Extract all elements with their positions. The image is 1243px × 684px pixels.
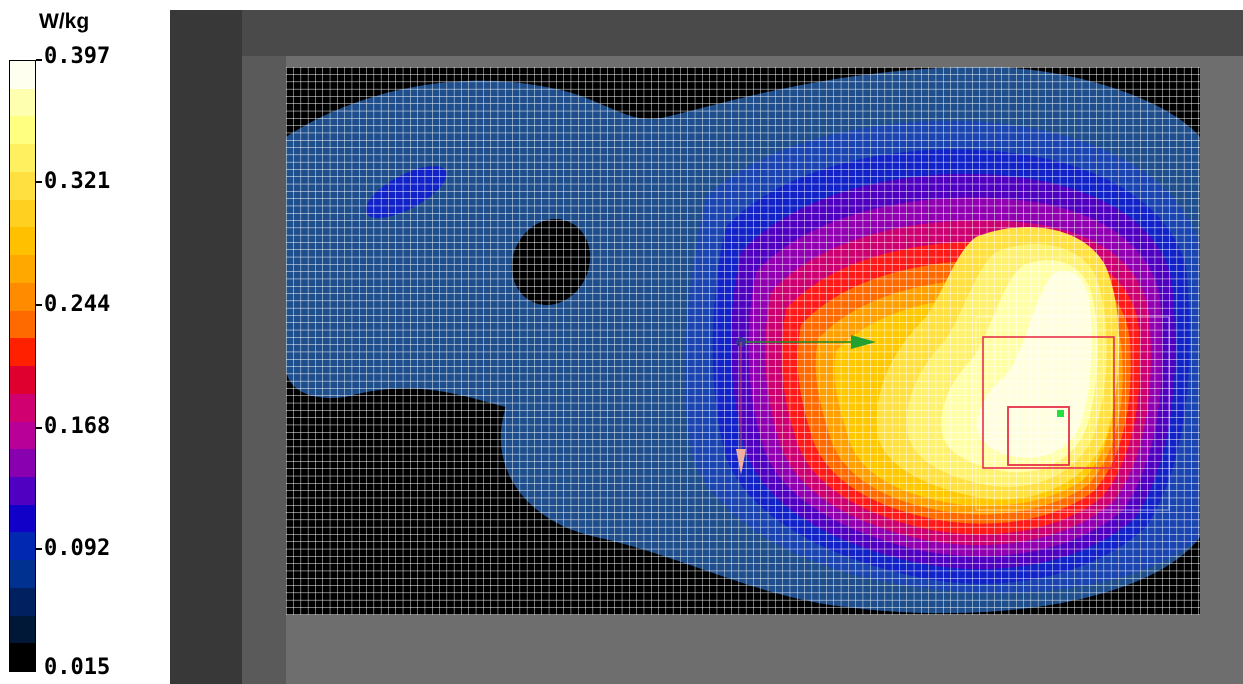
peak-marker <box>1057 410 1064 417</box>
colorbar-segment <box>10 88 35 117</box>
tick-label-max: 0.397 <box>44 44 111 69</box>
y-axis-arrow-icon <box>736 449 746 475</box>
colorbar-segment <box>10 421 35 450</box>
3d-viewport[interactable] <box>170 10 1243 684</box>
zoom-scan-box-inner[interactable] <box>1007 406 1070 466</box>
colorbar-segment <box>10 171 35 200</box>
colorbar-segment <box>10 477 35 505</box>
colorbar-segment <box>10 227 35 256</box>
colorbar-segment <box>10 116 35 145</box>
sar-distribution-plot[interactable] <box>286 67 1200 615</box>
legend-unit-label: W/kg <box>39 10 90 33</box>
colorbar-segment <box>10 366 35 394</box>
colorbar-segment <box>10 282 35 311</box>
tick-label-min: 0.015 <box>44 655 111 680</box>
tick-mark <box>36 59 42 61</box>
tick-mark <box>36 427 42 429</box>
tick-label: 0.168 <box>44 414 111 439</box>
colorbar-segment <box>10 504 35 533</box>
tick-label: 0.092 <box>44 536 111 561</box>
area-scan-box[interactable] <box>975 316 1170 511</box>
colorbar-segment <box>10 615 35 644</box>
tick-mark <box>36 304 42 306</box>
colorbar-segment <box>10 144 35 172</box>
colorbar-segment <box>10 560 35 588</box>
viewport-shade-top <box>242 10 1243 56</box>
viewport-shade-left <box>170 10 242 684</box>
colorbar-segment <box>10 61 35 89</box>
colorbar-segment <box>10 338 35 367</box>
colorbar-segment <box>10 449 35 478</box>
colorbar-segment <box>10 199 35 228</box>
color-legend: W/kg 0.397 0.321 0.244 0.168 0.092 0.015 <box>0 0 165 684</box>
tick-label: 0.244 <box>44 292 111 317</box>
x-axis-arrow-icon <box>851 335 876 349</box>
colorbar-segment <box>10 587 35 616</box>
tick-mark <box>36 181 42 183</box>
tick-label: 0.321 <box>44 169 111 194</box>
colorbar-segment <box>10 255 35 283</box>
viewport-shade-inner <box>242 56 286 684</box>
tick-mark <box>36 548 42 550</box>
colorbar <box>9 60 36 672</box>
zoom-scan-box-outer[interactable] <box>982 336 1115 469</box>
colorbar-segment <box>10 310 35 339</box>
colorbar-segment <box>10 393 35 422</box>
colorbar-segment <box>10 643 35 672</box>
colorbar-segment <box>10 532 35 561</box>
